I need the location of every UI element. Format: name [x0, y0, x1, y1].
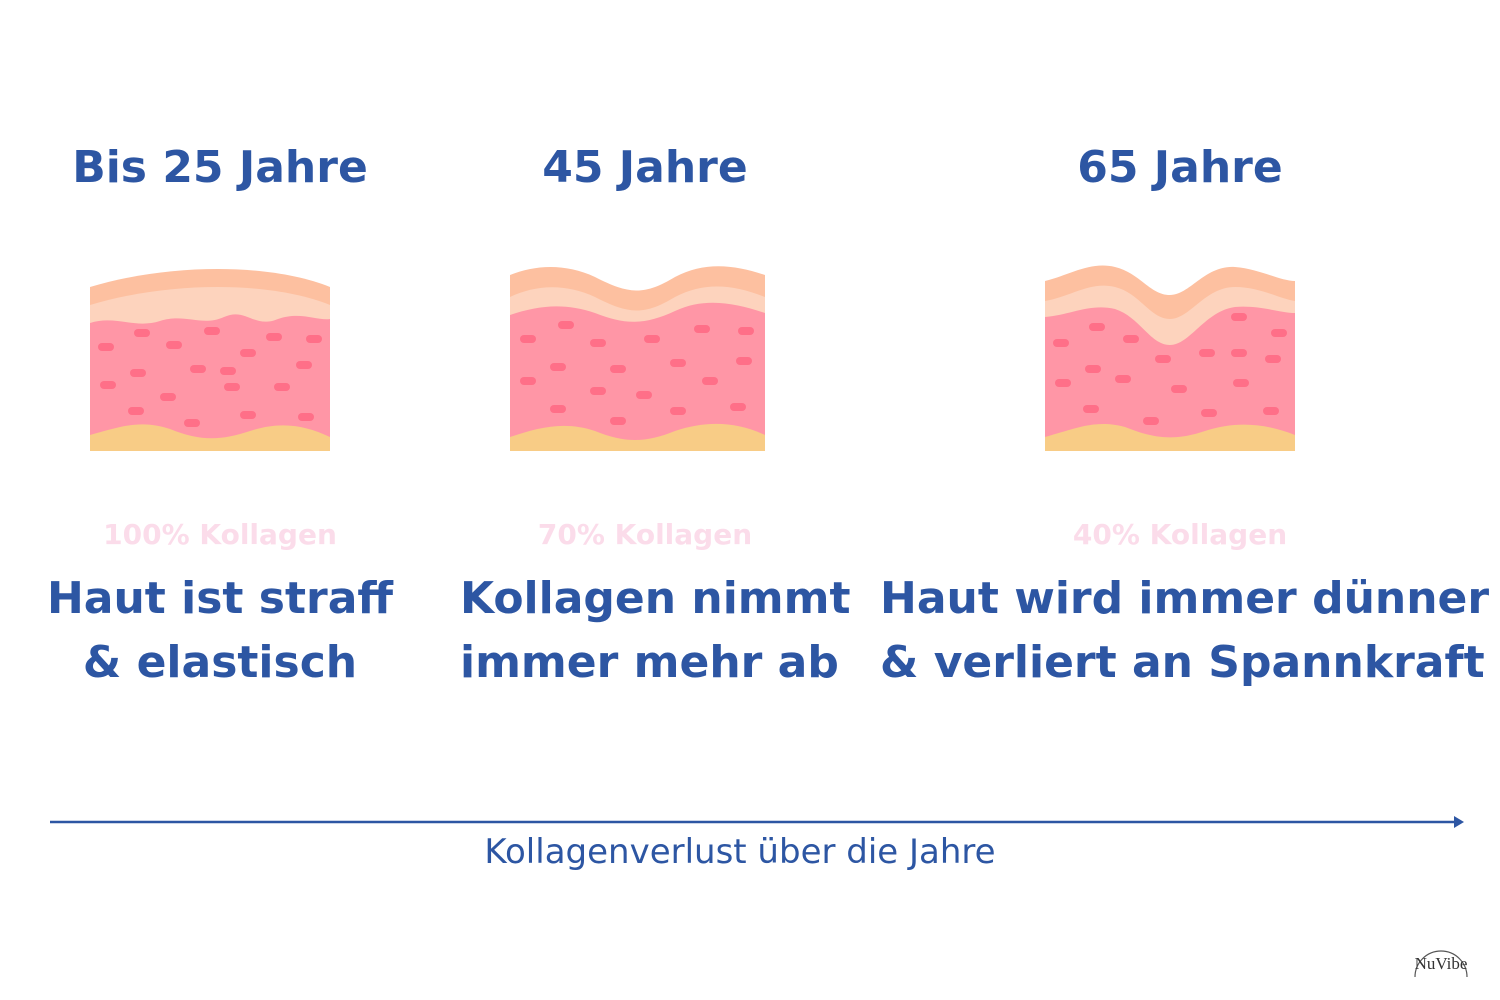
stage-description-line-1: Haut wird immer dünner	[880, 573, 1490, 624]
stage-title: 45 Jahre	[542, 142, 748, 193]
nuvibe-logo: NuVibe	[1407, 935, 1475, 985]
timeline-arrow	[50, 812, 1466, 832]
stage-description: Haut wird immer dünner & verliert an Spa…	[880, 567, 1490, 695]
collagen-percentage: 100% Kollagen	[103, 518, 337, 551]
svg-text:NuVibe: NuVibe	[1415, 954, 1468, 973]
skin-cross-section-young-icon	[90, 255, 350, 465]
stage-column-65: 65 Jahre 40% Kollagen Haut wird immer dü…	[880, 0, 1490, 1000]
stage-description-line-2: immer mehr ab	[460, 637, 839, 688]
stage-column-25: Bis 25 Jahre 100% Kollagen Haut ist stra…	[40, 0, 400, 1000]
stage-title: Bis 25 Jahre	[72, 142, 368, 193]
stage-description-line-2: & elastisch	[82, 637, 358, 688]
stage-description: Haut ist straff & elastisch	[40, 567, 400, 695]
stage-description-line-1: Kollagen nimmt	[460, 573, 851, 624]
stage-title: 65 Jahre	[1077, 142, 1283, 193]
stage-description: Kollagen nimmt immer mehr ab	[460, 567, 851, 695]
stage-description-line-1: Haut ist straff	[46, 573, 394, 624]
timeline-label: Kollagenverlust über die Jahre	[484, 832, 996, 872]
stage-description-line-2: & verliert an Spannkraft	[880, 637, 1485, 688]
collagen-percentage: 70% Kollagen	[537, 518, 753, 551]
collagen-percentage: 40% Kollagen	[1072, 518, 1288, 551]
skin-cross-section-old-age-icon	[1045, 255, 1315, 465]
stage-column-45: 45 Jahre 70% Kollagen Kollagen nimmt imm…	[460, 0, 851, 1000]
skin-cross-section-middle-age-icon	[510, 255, 780, 465]
